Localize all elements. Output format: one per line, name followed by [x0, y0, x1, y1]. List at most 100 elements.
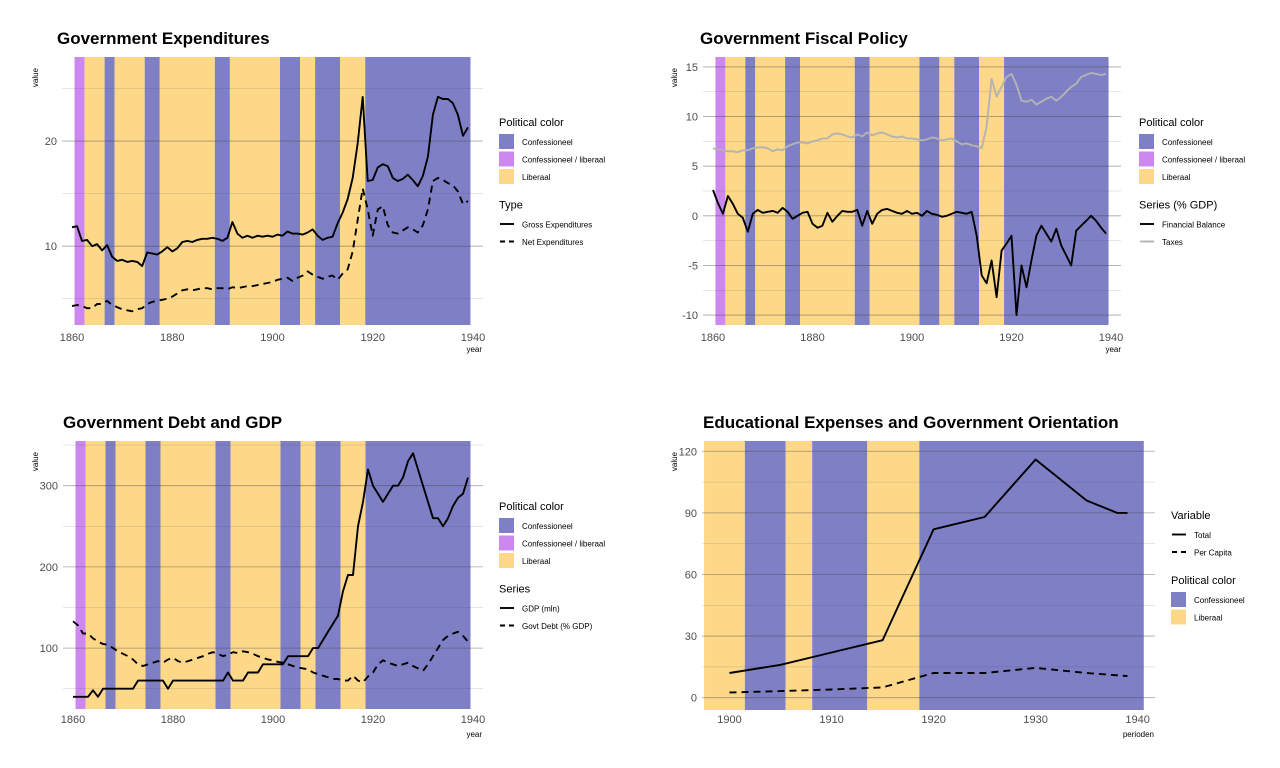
legend-label: Liberaal — [1194, 614, 1223, 623]
legend-swatch — [1171, 609, 1186, 625]
period-band — [919, 441, 1144, 710]
chart-panel-1: 1860 1880 1900 1920 1940 10 20 Government Expen… — [31, 29, 605, 354]
period-band — [160, 441, 216, 709]
legend: Variable Total Per Capita Political color Co… — [1171, 510, 1245, 625]
legend-label: Liberaal — [522, 173, 551, 182]
legend-label: GDP (mln) — [522, 605, 560, 614]
period-band — [919, 57, 940, 325]
period-band — [214, 57, 230, 325]
period-band — [785, 441, 813, 710]
y-tick-label: 200 — [40, 562, 58, 574]
legend-label: Net Expenditures — [522, 238, 583, 247]
chart-title: Government Expenditures — [57, 29, 270, 48]
period-band — [114, 57, 145, 325]
x-tick-label: 1900 — [260, 332, 284, 344]
period-band — [145, 441, 161, 709]
series-line-net-expenditures — [71, 176, 469, 313]
series-line-total — [729, 458, 1128, 674]
legend-title: Political color — [499, 117, 564, 129]
legend-label: Confessioneel / liberaal — [522, 540, 605, 549]
legend-label: Confessioneel / liberaal — [522, 156, 605, 165]
period-band — [800, 57, 855, 325]
x-tick-label: 1880 — [160, 332, 184, 344]
chart-title: Educational Expenses and Government Orie… — [703, 413, 1119, 432]
period-band — [84, 57, 105, 325]
x-tick-label: 1940 — [461, 332, 485, 344]
legend-swatch — [1139, 134, 1154, 149]
period-band — [725, 57, 746, 325]
legend-label: Liberaal — [522, 557, 551, 566]
legend-swatch — [1139, 151, 1154, 167]
legend-title: Type — [499, 200, 523, 212]
series-line-govt-debt-gdp- — [72, 620, 469, 684]
chart-panel-4: 1900 1910 1920 1930 1940 0 30 60 90 120 Educationa… — [670, 413, 1245, 739]
legend-label: Govt Debt (% GDP) — [522, 622, 593, 631]
x-tick-label: 1930 — [1023, 714, 1047, 726]
x-tick-label: 1860 — [701, 332, 725, 344]
y-tick-label: 60 — [685, 569, 697, 581]
period-band — [365, 441, 471, 709]
legend-title: Political color — [1139, 117, 1204, 129]
chart-title: Government Fiscal Policy — [700, 29, 908, 48]
period-band — [954, 57, 980, 325]
period-band — [105, 441, 116, 709]
y-tick-label: 5 — [692, 161, 698, 173]
legend-swatch — [499, 535, 514, 551]
period-band — [115, 441, 146, 709]
x-tick-label: 1920 — [999, 332, 1023, 344]
legend-swatch — [499, 151, 514, 167]
legend-swatch — [499, 518, 514, 533]
legend-label: Total — [1194, 531, 1211, 540]
legend-label: Confessioneel / liberaal — [1162, 156, 1245, 165]
y-tick-label: 10 — [45, 241, 57, 253]
period-band — [159, 57, 215, 325]
y-tick-label: 90 — [685, 508, 697, 520]
legend-label: Taxes — [1162, 238, 1183, 247]
period-band — [144, 57, 160, 325]
x-axis-label: year — [466, 730, 482, 739]
x-tick-label: 1860 — [60, 332, 84, 344]
period-band — [340, 57, 366, 325]
legend-swatch — [499, 134, 514, 149]
series-line-gdp-mln- — [73, 452, 469, 698]
period-band — [715, 57, 726, 325]
x-tick-label: 1900 — [717, 714, 741, 726]
period-band — [867, 441, 920, 710]
period-band — [755, 57, 786, 325]
legend-swatch — [1139, 169, 1154, 184]
legend-label: Confessioneel — [1162, 138, 1213, 147]
y-tick-label: 15 — [686, 62, 698, 74]
x-tick-label: 1940 — [1125, 714, 1149, 726]
legend-label: Liberaal — [1162, 173, 1191, 182]
x-tick-label: 1940 — [1099, 332, 1123, 344]
period-band — [74, 57, 85, 325]
chart-title: Government Debt and GDP — [63, 413, 282, 432]
y-tick-label: -10 — [682, 310, 698, 322]
x-tick-label: 1920 — [360, 332, 384, 344]
legend-label: Per Capita — [1194, 549, 1232, 558]
legend-label: Confessioneel — [522, 138, 573, 147]
series-line-per-capita — [729, 666, 1128, 694]
legend-title: Series (% GDP) — [1139, 200, 1217, 212]
y-axis-label: value — [670, 451, 679, 471]
period-band — [704, 441, 745, 710]
y-axis-label: value — [31, 451, 40, 471]
legend: Political color Confessioneel Confessionee… — [499, 501, 605, 631]
y-tick-label: 30 — [685, 631, 697, 643]
legend-swatch — [1171, 592, 1186, 607]
period-band — [869, 57, 920, 325]
period-band — [215, 441, 231, 709]
y-axis-label: value — [31, 67, 40, 87]
period-band — [785, 57, 801, 325]
x-tick-label: 1900 — [261, 714, 285, 726]
period-band — [280, 441, 301, 709]
period-band — [365, 57, 471, 325]
series-line-financial-balance — [712, 189, 1107, 317]
period-band — [229, 57, 281, 325]
legend: Political color Confessioneel Confessionee… — [499, 117, 605, 247]
legend-label: Confessioneel — [1194, 596, 1245, 605]
chart-panel-3: 1860 1880 1900 1920 1940 100 200 300 Government … — [31, 413, 605, 739]
legend-label: Gross Expenditures — [522, 221, 592, 230]
legend-title: Political color — [1171, 575, 1236, 587]
